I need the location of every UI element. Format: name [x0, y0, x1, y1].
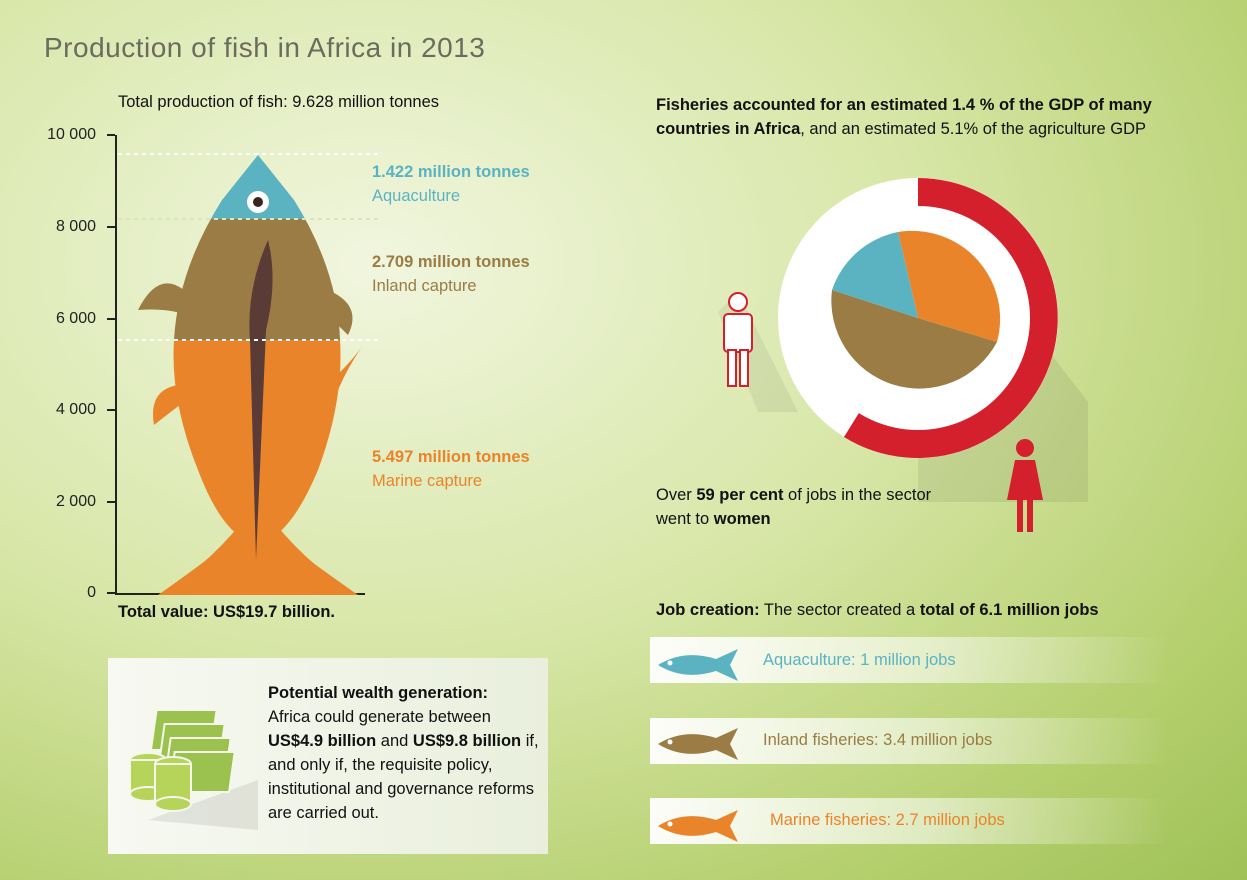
gdp-donut-chart — [778, 178, 1088, 502]
women-percent: 59 per cent — [696, 486, 784, 504]
total-production-label: Total production of fish: 9.628 million … — [118, 93, 440, 111]
total-value-label: Total value: US$19.7 billion. — [118, 603, 335, 621]
fish-left-fin — [138, 283, 186, 315]
gdp-bold: Fisheries accounted for an estimated 1.4… — [656, 96, 1152, 138]
fish-lower-left-fin — [153, 385, 184, 425]
wealth-high-value: US$9.8 billion — [412, 732, 522, 750]
wealth-text-part: if, and only if, the requisite policy, i… — [268, 732, 539, 822]
page-title: Production of fish in Africa in 2013 — [44, 32, 486, 63]
fish-spine — [249, 240, 273, 560]
axis-tick-2000: 2 000 — [55, 493, 96, 510]
segment-amount: 5.497 million tonnes — [372, 448, 530, 466]
job-creation-title: Job creation: The sector created a total… — [656, 601, 1099, 620]
pie-slice-inland — [831, 290, 997, 389]
job-label-marine: Marine fisheries: 2.7 million jobs — [770, 811, 1005, 829]
segment-name: Aquaculture — [372, 187, 461, 205]
money-stack-icon — [129, 709, 258, 830]
fish-pupil — [253, 197, 263, 207]
wealth-text: Potential wealth generation: Africa coul… — [268, 681, 548, 825]
fish-icon-marine — [658, 810, 738, 842]
segment-amount: 1.422 million tonnes — [372, 163, 530, 181]
fish-icon-inland — [658, 728, 738, 760]
tick-mark — [107, 134, 115, 136]
gdp-text: Fisheries accounted for an estimated 1.4… — [656, 93, 1176, 141]
wealth-heading: Potential wealth generation: — [268, 684, 489, 702]
job-title-mid: The sector created a — [759, 601, 920, 619]
wealth-text-part: Africa could generate between — [268, 708, 491, 726]
tick-mark — [107, 409, 115, 411]
axis-tick-4000: 4 000 — [55, 401, 96, 418]
segment-marine-label: 5.497 million tonnes Marine capture — [372, 445, 530, 493]
segment-aquaculture-label: 1.422 million tonnes Aquaculture — [372, 160, 530, 208]
job-row-inland: Inland fisheries: 3.4 million jobs — [650, 718, 1170, 764]
fish-chart-illustration — [118, 153, 380, 595]
job-label-aquaculture: Aquaculture: 1 million jobs — [763, 651, 956, 669]
man-icon — [718, 292, 798, 412]
segment-name: Marine capture — [372, 472, 483, 490]
women-word: women — [713, 510, 771, 528]
fish-icon-aquaculture — [658, 649, 738, 681]
axis-tick-0: 0 — [87, 584, 96, 601]
tick-mark — [107, 226, 115, 228]
segment-name: Inland capture — [372, 277, 477, 295]
fish-lower-right-fin — [332, 345, 363, 396]
women-jobs-text: Over 59 per cent of jobs in the sector w… — [656, 483, 936, 531]
job-row-marine: Marine fisheries: 2.7 million jobs — [650, 798, 1170, 844]
tick-mark — [107, 592, 115, 594]
segment-amount: 2.709 million tonnes — [372, 253, 530, 271]
women-text-part: of jobs in the sector went to — [656, 486, 932, 528]
fish-tail — [158, 500, 358, 595]
tick-mark — [107, 501, 115, 503]
pie-slice-marine — [898, 230, 1001, 342]
wealth-text-part: and — [376, 732, 413, 750]
job-label-inland: Inland fisheries: 3.4 million jobs — [763, 731, 993, 749]
gdp-rest: , and an estimated 5.1% of the agricultu… — [800, 120, 1147, 138]
woman-icon — [1007, 439, 1043, 532]
axis-tick-10000: 10 000 — [47, 126, 96, 143]
job-title-bold: Job creation: — [656, 601, 760, 619]
job-row-aquaculture: Aquaculture: 1 million jobs — [650, 637, 1170, 683]
axis-tick-6000: 6 000 — [55, 310, 96, 327]
segment-inland-label: 2.709 million tonnes Inland capture — [372, 250, 530, 298]
women-text-part: Over — [656, 486, 697, 504]
tick-mark — [107, 318, 115, 320]
axis-tick-8000: 8 000 — [55, 218, 96, 235]
pie-slice-aquaculture — [832, 232, 918, 318]
wealth-low-value: US$4.9 billion — [268, 732, 377, 750]
axis-line — [115, 135, 117, 595]
job-title-total: total of 6.1 million jobs — [919, 601, 1099, 619]
